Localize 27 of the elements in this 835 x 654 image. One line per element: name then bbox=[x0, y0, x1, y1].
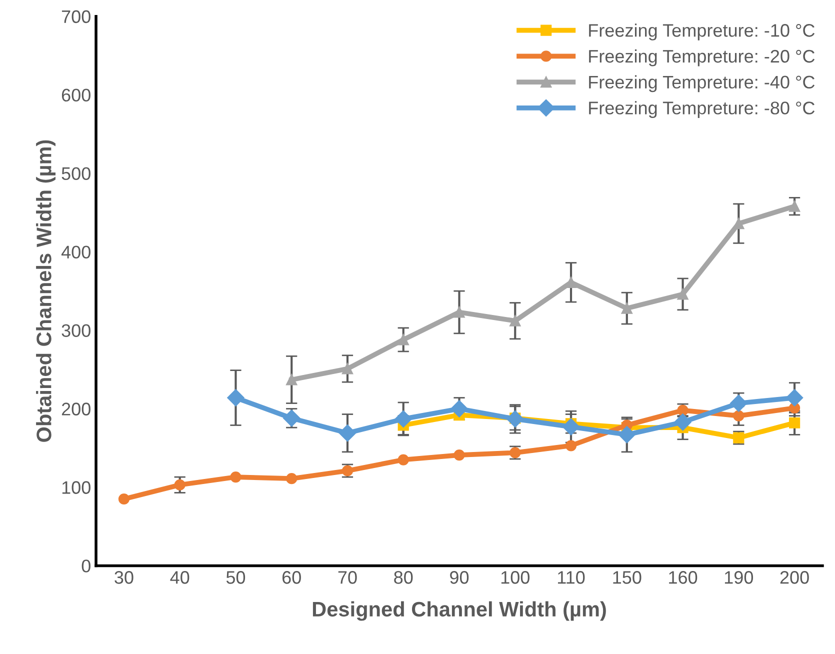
x-tick-label: 90 bbox=[450, 571, 469, 584]
x-tick-label: 160 bbox=[669, 571, 698, 584]
x-tick-label: 60 bbox=[282, 571, 301, 584]
x-tick-label: 190 bbox=[724, 571, 754, 584]
y-tick-label: 300 bbox=[62, 324, 90, 337]
x-tick-label: 70 bbox=[338, 571, 357, 584]
x-tick-label: 110 bbox=[558, 571, 585, 584]
y-tick-label: 700 bbox=[62, 10, 90, 24]
y-tick-label: 400 bbox=[61, 246, 90, 259]
x-tick-label: 100 bbox=[501, 571, 530, 584]
legend-label: Freezing Tempreture: -80 °C bbox=[589, 101, 815, 118]
x-tick-label: 50 bbox=[226, 571, 246, 584]
x-tick-label: 30 bbox=[114, 571, 134, 584]
x-tick-label: 80 bbox=[394, 571, 413, 584]
y-tick-label: 600 bbox=[62, 88, 90, 102]
y-tick-label: 0 bbox=[82, 560, 90, 572]
x-tick-label: 200 bbox=[780, 571, 809, 584]
x-tick-label: 150 bbox=[613, 571, 642, 584]
x-axis-title: Designed Channel Width (µm) bbox=[312, 601, 606, 621]
x-tick-label: 40 bbox=[170, 571, 190, 584]
y-tick-label: 200 bbox=[62, 402, 90, 416]
legend-label: Freezing Tempreture: -10 °C bbox=[589, 24, 815, 40]
y-tick-label: 100 bbox=[62, 481, 90, 494]
y-axis-title: Obtained Channels Width (µm) bbox=[36, 140, 56, 442]
legend-label: Freezing Tempreture: -40 °C bbox=[589, 75, 815, 92]
y-tick-label: 500 bbox=[62, 167, 90, 180]
legend-label: Freezing Tempreture: -20 °C bbox=[589, 49, 815, 66]
